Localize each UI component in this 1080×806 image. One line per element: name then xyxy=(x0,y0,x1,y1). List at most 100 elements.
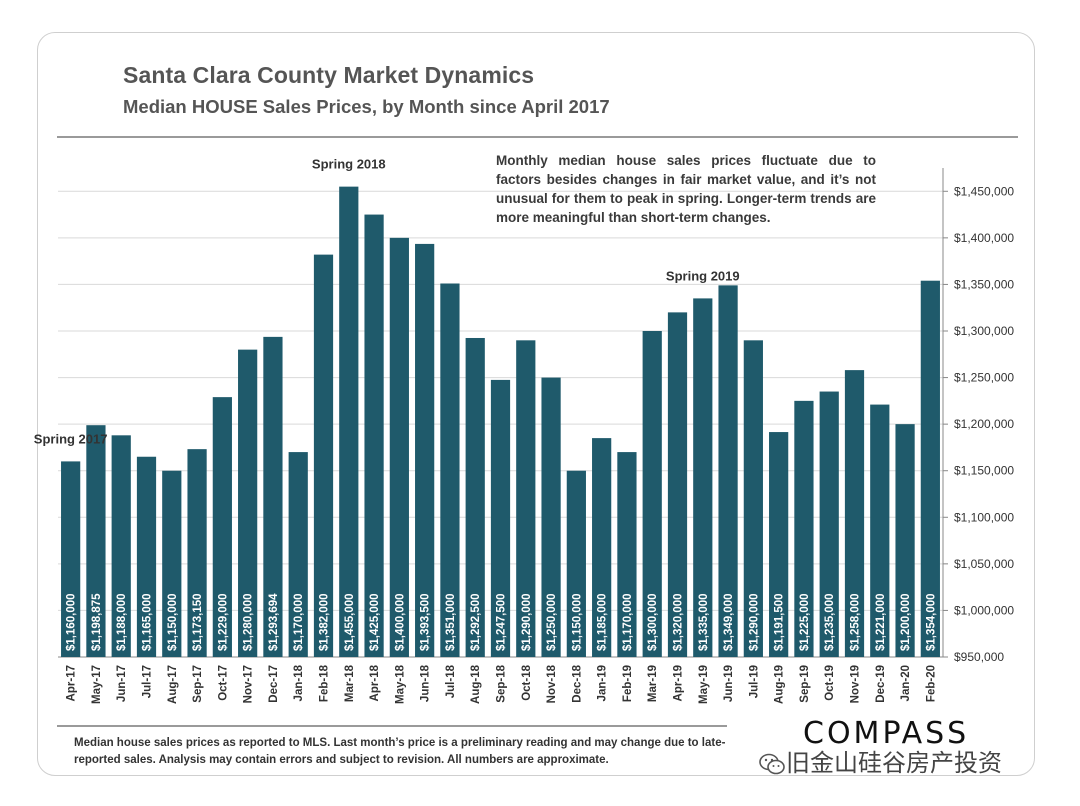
bar-value-label: $1,382,000 xyxy=(319,593,331,651)
bar-value-label: $1,191,500 xyxy=(774,593,786,651)
bar xyxy=(364,214,384,658)
bar-value-label: $1,225,000 xyxy=(799,593,811,651)
x-tick-label: Nov-17 xyxy=(243,665,255,703)
bar xyxy=(111,435,131,657)
x-tick-label: May-18 xyxy=(394,664,406,704)
bar-value-label: $1,300,000 xyxy=(647,593,659,651)
x-tick-label: Feb-20 xyxy=(925,665,937,702)
bar-value-label: $1,400,000 xyxy=(394,593,406,651)
x-tick-label: Jun-18 xyxy=(420,664,432,702)
bar-value-label: $1,258,000 xyxy=(850,593,862,651)
x-tick-label: Jan-18 xyxy=(293,664,305,701)
season-annotation: Spring 2017 xyxy=(34,431,108,446)
bar-value-label: $1,198,875 xyxy=(91,593,103,651)
bar-value-label: $1,173,150 xyxy=(192,593,204,651)
bar-value-label: $1,221,000 xyxy=(875,593,887,651)
compass-logo: COMPASS xyxy=(803,716,970,751)
wechat-icon xyxy=(759,753,785,775)
x-tick-label: Jan-19 xyxy=(597,665,609,701)
bar xyxy=(718,285,738,657)
bar-value-label: $1,290,000 xyxy=(521,593,533,651)
x-tick-label: Sep-17 xyxy=(192,665,204,703)
bar xyxy=(541,377,561,657)
y-tick-label: $1,150,000 xyxy=(954,464,1014,478)
bar xyxy=(136,456,157,657)
bar xyxy=(415,243,435,657)
bar xyxy=(693,298,713,657)
bar xyxy=(162,470,182,657)
x-tick-label: Dec-18 xyxy=(571,664,583,702)
bar xyxy=(895,424,915,657)
bar xyxy=(212,397,232,657)
y-tick-label: $1,350,000 xyxy=(954,277,1014,291)
season-annotation: Spring 2019 xyxy=(666,268,740,283)
bar-value-label: $1,349,000 xyxy=(723,593,735,651)
x-tick-label: Apr-19 xyxy=(673,665,685,701)
bar xyxy=(440,283,460,657)
x-tick-label: Feb-18 xyxy=(319,664,331,702)
x-tick-label: Mar-19 xyxy=(647,665,659,702)
bar-value-label: $1,185,000 xyxy=(597,593,609,651)
y-tick-label: $1,100,000 xyxy=(954,510,1014,524)
x-tick-label: Apr-18 xyxy=(369,664,381,701)
x-tick-label: Dec-19 xyxy=(875,665,887,703)
bar-value-label: $1,335,000 xyxy=(698,593,710,651)
x-tick-label: Jan-20 xyxy=(900,665,912,701)
x-tick-label: Jul-18 xyxy=(445,664,457,698)
y-tick-label: $1,200,000 xyxy=(954,417,1014,431)
x-tick-label: Aug-18 xyxy=(470,664,482,704)
bar-value-label: $1,150,000 xyxy=(571,593,583,651)
bar-value-label: $1,170,000 xyxy=(293,593,305,651)
bar xyxy=(490,379,511,657)
x-tick-label: Nov-18 xyxy=(546,664,558,703)
bar-value-label: $1,425,000 xyxy=(369,593,381,651)
bar xyxy=(743,340,763,657)
footnote: Median house sales prices as reported to… xyxy=(74,737,726,766)
x-tick-label: Oct-19 xyxy=(824,665,836,701)
watermark-text: 旧金山硅谷房产投资 xyxy=(786,749,1002,777)
bar-value-label: $1,280,000 xyxy=(243,593,255,651)
y-tick-label: $1,400,000 xyxy=(954,231,1014,245)
chart-subtitle: Median HOUSE Sales Prices, by Month sinc… xyxy=(123,96,610,117)
bar xyxy=(238,349,258,657)
bar-value-label: $1,293,694 xyxy=(268,593,280,651)
bar xyxy=(465,337,485,657)
bar xyxy=(313,254,334,657)
chart-title: Santa Clara County Market Dynamics xyxy=(123,62,535,88)
y-tick-label: $1,050,000 xyxy=(954,557,1014,571)
x-tick-label: Sep-19 xyxy=(799,665,811,703)
x-tick-label: Apr-17 xyxy=(66,665,78,701)
bar-value-label: $1,455,000 xyxy=(344,593,356,651)
bar-value-label: $1,235,000 xyxy=(824,593,836,651)
bar-value-label: $1,290,000 xyxy=(748,593,760,651)
x-tick-label: May-19 xyxy=(698,665,710,704)
bar xyxy=(187,449,207,657)
bar-value-label: $1,247,500 xyxy=(496,593,508,651)
bar xyxy=(642,331,662,657)
x-tick-label: Feb-19 xyxy=(622,665,634,702)
y-tick-label: $1,000,000 xyxy=(954,603,1014,617)
y-tick-label: $1,450,000 xyxy=(954,184,1014,198)
bar xyxy=(566,470,586,657)
bar xyxy=(794,400,814,657)
season-annotation: Spring 2018 xyxy=(312,157,386,172)
header-divider xyxy=(57,136,1018,138)
bar-value-label: $1,292,500 xyxy=(470,593,482,651)
x-tick-label: Dec-17 xyxy=(268,665,280,703)
bar-value-label: $1,200,000 xyxy=(900,593,912,651)
x-tick-label: Oct-17 xyxy=(217,665,229,701)
bar xyxy=(389,237,409,657)
bar-value-label: $1,229,000 xyxy=(217,593,229,651)
x-tick-label: Mar-18 xyxy=(344,664,356,702)
bar xyxy=(920,280,940,657)
y-tick-label: $950,000 xyxy=(954,650,1004,664)
bar xyxy=(819,391,839,657)
bar-value-label: $1,320,000 xyxy=(673,593,685,651)
bar xyxy=(870,404,890,657)
bar xyxy=(263,336,283,657)
x-tick-label: Jul-19 xyxy=(748,665,760,698)
bar xyxy=(288,452,308,657)
bar-value-label: $1,160,000 xyxy=(66,593,78,651)
bar xyxy=(61,461,81,657)
